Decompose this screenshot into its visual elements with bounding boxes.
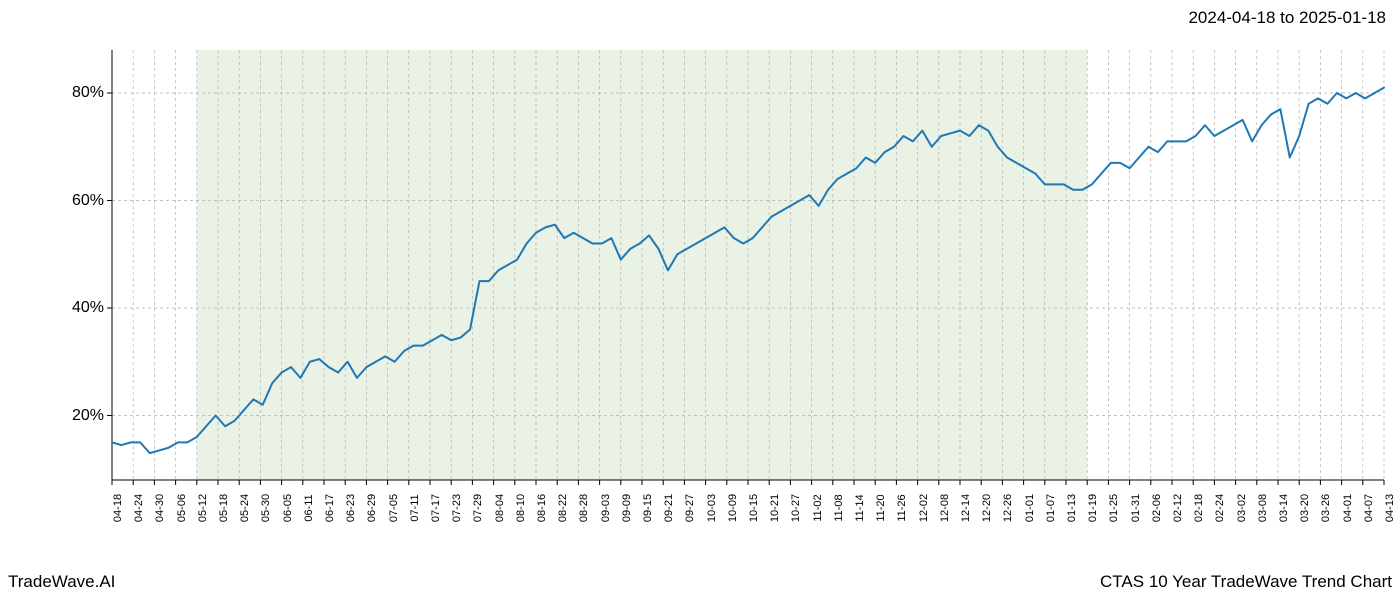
x-tick-label: 03-14 [1278, 494, 1290, 522]
x-tick-label: 10-15 [748, 494, 760, 522]
trend-chart: 2024-04-18 to 2025-01-18 20%40%60%80%04-… [0, 0, 1400, 600]
y-tick-label: 80% [72, 84, 104, 102]
x-tick-label: 01-19 [1087, 494, 1099, 522]
x-tick-label: 10-27 [790, 494, 802, 522]
x-tick-label: 06-17 [324, 494, 336, 522]
x-tick-label: 04-24 [133, 494, 145, 522]
x-tick-label: 08-04 [494, 494, 506, 522]
x-tick-label: 02-12 [1172, 494, 1184, 522]
x-tick-label: 10-03 [706, 494, 718, 522]
x-tick-label: 03-02 [1236, 494, 1248, 522]
x-tick-label: 03-08 [1257, 494, 1269, 522]
x-tick-label: 01-13 [1066, 494, 1078, 522]
x-tick-label: 12-14 [960, 494, 972, 522]
x-tick-label: 02-06 [1151, 494, 1163, 522]
x-tick-label: 05-24 [239, 494, 251, 522]
x-tick-label: 02-24 [1214, 494, 1226, 522]
x-tick-label: 07-17 [430, 494, 442, 522]
x-tick-label: 12-08 [939, 494, 951, 522]
chart-svg [112, 50, 1384, 480]
x-tick-label: 12-02 [918, 494, 930, 522]
x-tick-label: 02-18 [1193, 494, 1205, 522]
x-tick-label: 07-11 [409, 494, 421, 521]
y-tick-label: 40% [72, 299, 104, 317]
x-tick-label: 09-03 [600, 494, 612, 522]
x-tick-label: 11-20 [875, 494, 887, 521]
y-tick-label: 60% [72, 192, 104, 210]
y-tick-label: 20% [72, 407, 104, 425]
x-tick-label: 11-02 [812, 494, 824, 521]
x-tick-label: 08-10 [515, 494, 527, 522]
x-tick-label: 09-21 [663, 494, 675, 522]
x-tick-label: 10-09 [727, 494, 739, 522]
x-tick-label: 10-21 [769, 494, 781, 522]
x-tick-label: 04-13 [1384, 494, 1396, 522]
footer-title: CTAS 10 Year TradeWave Trend Chart [1100, 572, 1392, 592]
x-tick-label: 07-05 [388, 494, 400, 522]
x-tick-label: 08-28 [578, 494, 590, 522]
x-tick-label: 06-11 [303, 494, 315, 521]
x-tick-label: 07-23 [451, 494, 463, 522]
x-tick-label: 09-15 [642, 494, 654, 522]
x-tick-label: 08-22 [557, 494, 569, 522]
x-tick-label: 03-20 [1299, 494, 1311, 522]
x-tick-label: 04-01 [1342, 494, 1354, 522]
x-tick-label: 12-20 [981, 494, 993, 522]
x-tick-label: 05-12 [197, 494, 209, 522]
x-tick-label: 08-16 [536, 494, 548, 522]
plot-area: 20%40%60%80%04-1804-2404-3005-0605-1205-… [112, 50, 1384, 480]
x-tick-label: 01-07 [1045, 494, 1057, 522]
x-tick-label: 07-29 [472, 494, 484, 522]
footer-brand: TradeWave.AI [8, 572, 115, 592]
x-tick-label: 11-14 [854, 494, 866, 521]
x-tick-label: 06-29 [366, 494, 378, 522]
x-tick-label: 01-31 [1130, 494, 1142, 522]
x-tick-label: 05-18 [218, 494, 230, 522]
x-tick-label: 09-27 [684, 494, 696, 522]
x-tick-label: 11-08 [833, 494, 845, 521]
x-tick-label: 11-26 [896, 494, 908, 521]
x-tick-label: 12-26 [1002, 494, 1014, 522]
x-tick-label: 04-07 [1363, 494, 1375, 522]
x-tick-label: 04-30 [154, 494, 166, 522]
x-tick-label: 05-30 [260, 494, 272, 522]
x-tick-label: 01-25 [1108, 494, 1120, 522]
x-tick-label: 01-01 [1024, 494, 1036, 522]
date-range-label: 2024-04-18 to 2025-01-18 [1188, 8, 1386, 28]
x-tick-label: 04-18 [112, 494, 124, 522]
x-tick-label: 05-06 [176, 494, 188, 522]
x-tick-label: 06-05 [282, 494, 294, 522]
x-tick-label: 09-09 [621, 494, 633, 522]
x-tick-label: 06-23 [345, 494, 357, 522]
x-tick-label: 03-26 [1320, 494, 1332, 522]
